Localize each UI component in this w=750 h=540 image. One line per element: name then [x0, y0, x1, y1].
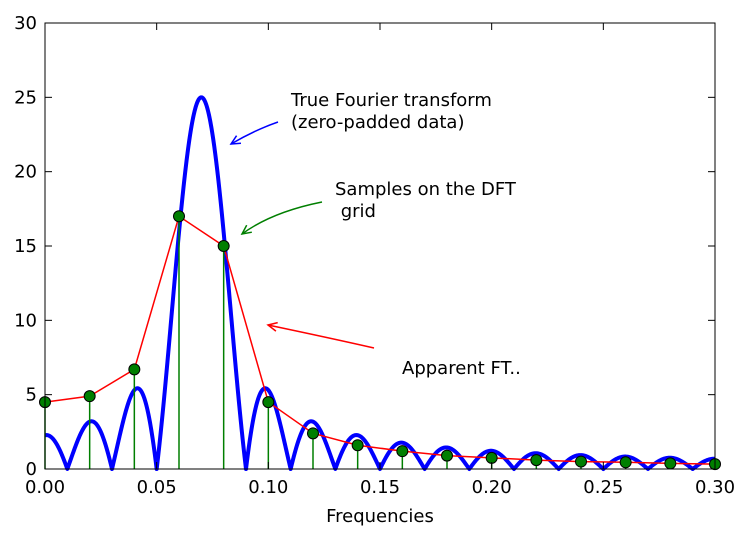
dft-sample-marker: [262, 396, 275, 409]
annotation-arrow: [241, 201, 323, 235]
annotation-arrow-head: [229, 135, 242, 145]
dft-sample-marker: [396, 445, 409, 458]
plot-area: [45, 23, 715, 469]
apparent-ft-line: [44, 215, 716, 465]
y-tick-label: 5: [26, 385, 37, 406]
annotation-line: (zero-padded data): [291, 112, 465, 133]
dft-sample-marker: [575, 455, 587, 468]
dft-sample-marker: [173, 210, 185, 223]
annotation-line: grid: [335, 201, 376, 222]
x-tick-label: 0.20: [472, 477, 512, 498]
y-tick-label: 10: [14, 310, 37, 331]
annotation-text: Samples on the DFT grid: [335, 179, 517, 222]
annotation-line: Apparent FT..: [402, 358, 521, 379]
dft-sample-marker: [441, 449, 453, 462]
annotation-arrow: [230, 121, 279, 145]
annotation-arrow: [267, 324, 375, 349]
x-axis-label: Frequencies: [326, 506, 434, 527]
dft-sample-marker: [307, 427, 319, 440]
dft-sample-marker: [530, 454, 543, 467]
annotation-line: True Fourier transform: [290, 90, 492, 111]
annotation-arrow-head: [266, 321, 278, 332]
y-tick-label: 25: [14, 87, 37, 108]
y-tick-label: 15: [14, 236, 37, 257]
dft-sample-marker: [485, 451, 498, 464]
x-tick-label: 0.00: [25, 477, 65, 498]
tick-layer: 0.00 0.05 0.10 0.15 0.20 0.25 0.30 0 5 10 15 20 25 30: [14, 13, 735, 498]
annotation-text: True Fourier transform (zero-padded data): [290, 90, 492, 133]
y-tick-label: 30: [14, 13, 37, 34]
dft-sample-marker: [619, 456, 632, 469]
x-tick-label: 0.05: [137, 477, 177, 498]
x-tick-label: 0.30: [695, 477, 735, 498]
dft-sample-marker: [351, 439, 364, 452]
apparent-ft-layer: [44, 215, 716, 465]
y-tick-label: 0: [26, 459, 37, 480]
y-tick-label: 20: [14, 162, 37, 183]
dft-sample-marker: [664, 457, 677, 470]
annotation-arrow-head: [240, 224, 252, 236]
x-tick-label: 0.10: [248, 477, 288, 498]
annotation-text: Apparent FT..: [402, 358, 521, 379]
annotation-line: Samples on the DFT: [335, 179, 517, 200]
marker-layer: [39, 210, 721, 471]
dft-sample-marker: [128, 363, 141, 376]
x-tick-label: 0.15: [360, 477, 400, 498]
dft-sample-marker: [217, 240, 230, 252]
dft-sample-marker: [83, 390, 96, 403]
x-tick-label: 0.25: [583, 477, 623, 498]
annotation-layer: True Fourier transform (zero-padded data)…: [229, 90, 521, 379]
